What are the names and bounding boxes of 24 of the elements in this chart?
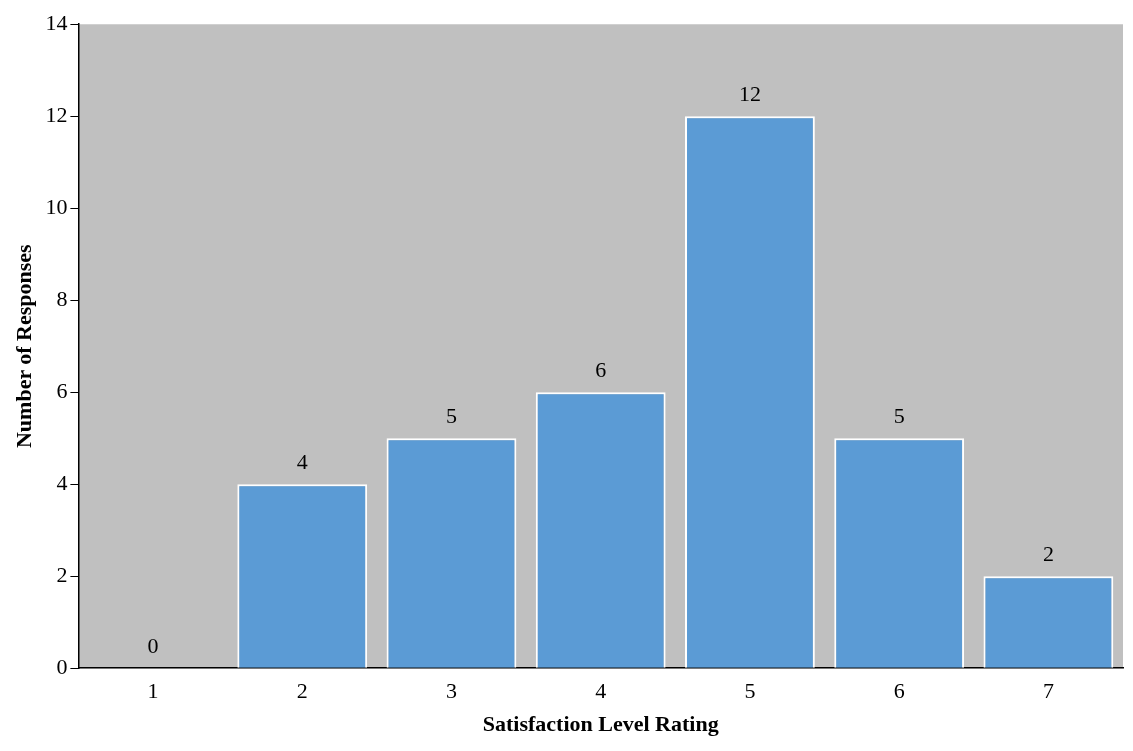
x-tick-label: 2 xyxy=(296,678,308,704)
data-label: 2 xyxy=(1042,540,1054,566)
x-tick-label: 1 xyxy=(147,678,159,704)
x-tick-label: 7 xyxy=(1042,678,1054,704)
x-tick-label: 4 xyxy=(595,678,607,704)
y-tick-label: 14 xyxy=(45,9,68,35)
y-tick-label: 2 xyxy=(56,561,68,587)
y-tick-label: 4 xyxy=(56,469,68,495)
data-label: 5 xyxy=(445,402,457,428)
x-tick-label: 6 xyxy=(893,678,905,704)
x-axis-title: Satisfaction Level Rating xyxy=(482,711,719,737)
y-tick-label: 8 xyxy=(56,285,68,311)
y-tick-label: 0 xyxy=(56,653,68,679)
y-tick-label: 12 xyxy=(45,101,68,127)
data-label: 12 xyxy=(738,80,761,106)
y-tick-label: 6 xyxy=(56,377,68,403)
y-axis-title: Number of Responses xyxy=(10,243,36,449)
x-tick-label: 5 xyxy=(744,678,756,704)
y-tick-label: 10 xyxy=(45,193,68,219)
x-tick-label: 3 xyxy=(445,678,457,704)
data-label: 5 xyxy=(893,402,905,428)
data-label: 0 xyxy=(147,632,159,658)
data-label: 4 xyxy=(296,448,308,474)
data-label: 6 xyxy=(595,356,607,382)
